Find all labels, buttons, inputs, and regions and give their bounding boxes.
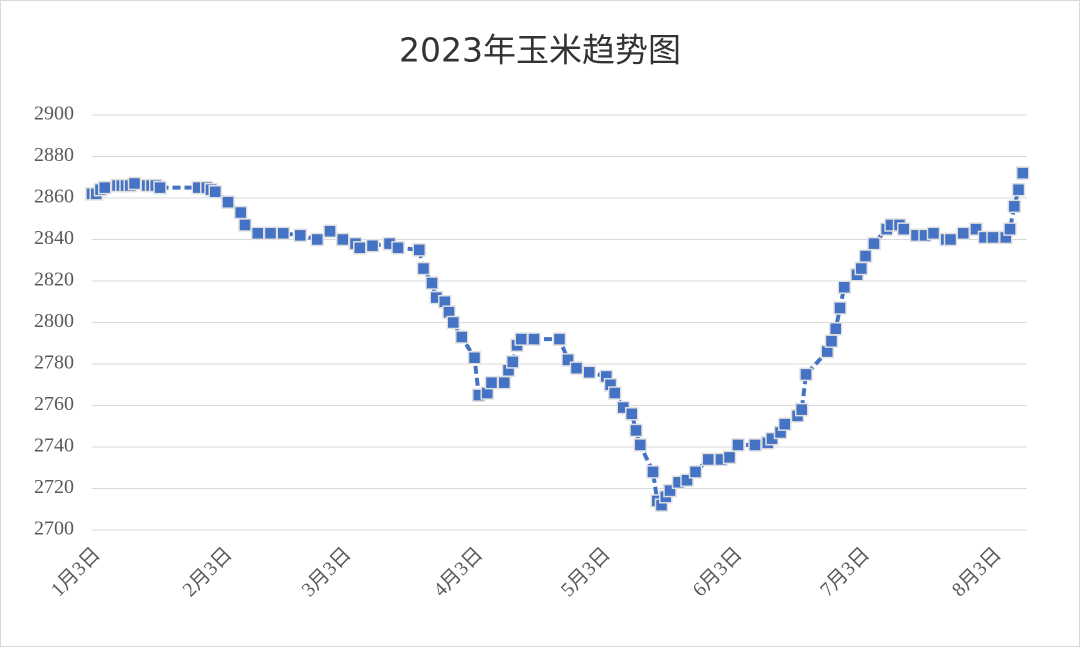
marker bbox=[833, 301, 847, 315]
y-tick-label: 2780 bbox=[34, 352, 74, 374]
marker bbox=[625, 407, 639, 421]
marker bbox=[824, 334, 839, 348]
marker bbox=[552, 332, 567, 346]
marker bbox=[127, 176, 142, 191]
marker bbox=[1011, 182, 1026, 197]
marker bbox=[1007, 199, 1021, 214]
marker bbox=[323, 224, 337, 238]
marker bbox=[221, 195, 235, 209]
marker bbox=[608, 386, 622, 400]
marker bbox=[527, 332, 541, 346]
marker bbox=[629, 423, 643, 438]
marker bbox=[956, 226, 970, 241]
marker bbox=[497, 375, 511, 390]
marker bbox=[633, 438, 647, 452]
marker bbox=[582, 365, 596, 380]
marker bbox=[208, 185, 222, 199]
marker bbox=[854, 261, 868, 276]
marker bbox=[829, 321, 843, 336]
y-tick-label: 2860 bbox=[34, 186, 74, 208]
marker bbox=[867, 236, 881, 251]
marker bbox=[310, 232, 324, 247]
marker bbox=[391, 241, 405, 255]
marker bbox=[986, 230, 1000, 245]
marker bbox=[238, 218, 252, 232]
marker bbox=[701, 452, 715, 467]
marker bbox=[569, 361, 584, 375]
y-tick-label: 2720 bbox=[34, 476, 74, 498]
marker bbox=[263, 226, 278, 241]
marker bbox=[799, 367, 813, 382]
marker bbox=[926, 226, 941, 241]
marker bbox=[858, 249, 873, 263]
marker bbox=[412, 243, 426, 257]
y-tick-label: 2760 bbox=[34, 393, 74, 415]
marker bbox=[646, 465, 660, 479]
marker bbox=[425, 276, 439, 290]
y-tick-label: 2700 bbox=[34, 518, 74, 540]
marker bbox=[416, 261, 431, 276]
marker bbox=[484, 375, 499, 390]
chart-title: 2023年玉米趋势图 bbox=[399, 31, 681, 70]
y-tick-label: 2740 bbox=[34, 435, 74, 457]
marker bbox=[365, 238, 380, 253]
marker bbox=[943, 232, 958, 247]
marker bbox=[795, 402, 809, 417]
marker bbox=[1003, 222, 1017, 236]
marker bbox=[455, 330, 469, 344]
marker bbox=[153, 180, 167, 195]
marker bbox=[1016, 166, 1030, 180]
marker bbox=[688, 465, 703, 479]
marker bbox=[514, 332, 528, 346]
y-tick-label: 2900 bbox=[34, 103, 74, 125]
marker bbox=[778, 417, 792, 431]
marker bbox=[293, 228, 307, 243]
marker bbox=[276, 226, 290, 241]
y-tick-label: 2840 bbox=[34, 227, 74, 249]
marker bbox=[251, 226, 265, 241]
marker bbox=[234, 205, 248, 220]
marker bbox=[446, 315, 460, 330]
marker bbox=[506, 355, 520, 369]
marker bbox=[722, 450, 737, 465]
marker bbox=[336, 232, 350, 247]
y-tick-label: 2880 bbox=[34, 144, 74, 166]
marker bbox=[98, 180, 112, 195]
marker bbox=[353, 241, 367, 255]
marker bbox=[748, 438, 762, 452]
marker bbox=[897, 222, 911, 236]
marker bbox=[467, 351, 482, 365]
marker bbox=[837, 280, 851, 294]
marker bbox=[731, 438, 745, 452]
y-tick-label: 2820 bbox=[34, 269, 74, 291]
y-tick-label: 2800 bbox=[34, 310, 74, 332]
